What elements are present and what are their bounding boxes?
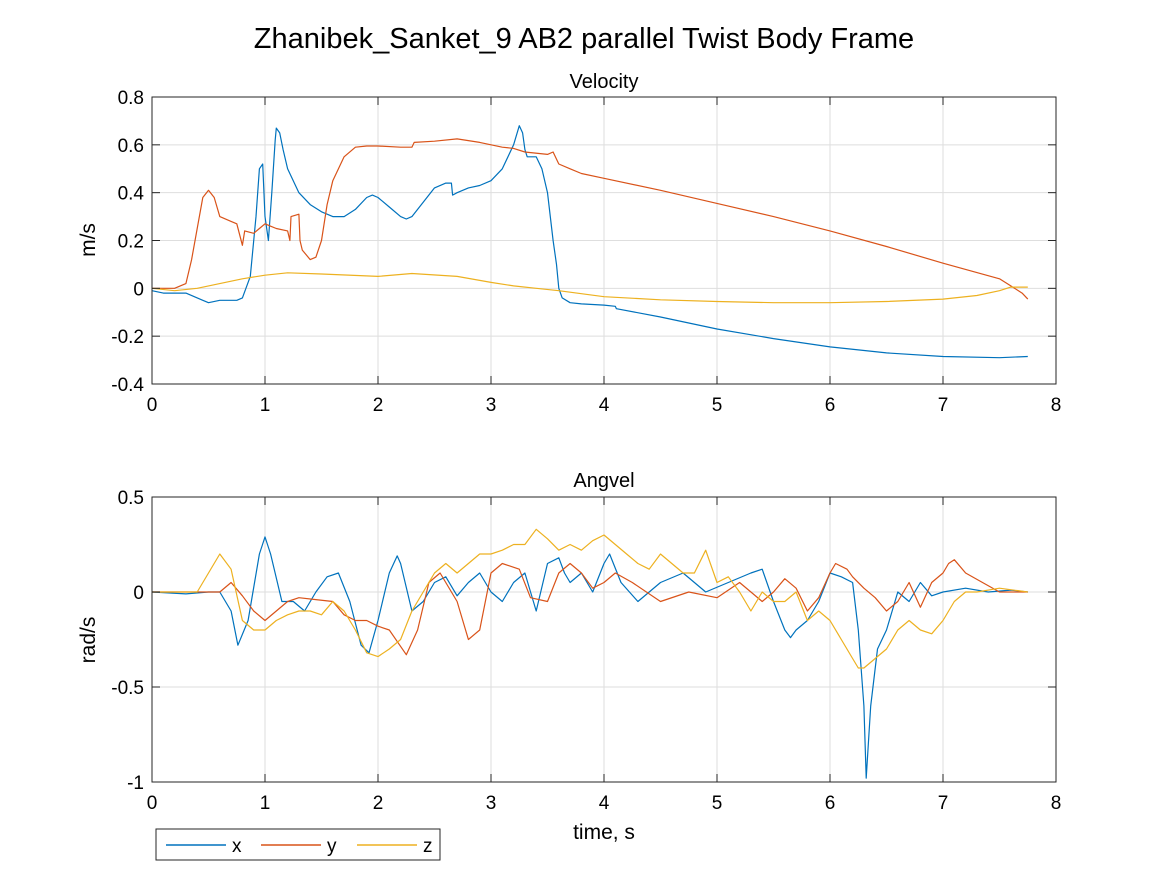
angvel-xtick-label: 8 — [1051, 793, 1062, 814]
velocity-xtick-label: 7 — [938, 395, 949, 416]
angvel-xtick-label: 6 — [825, 793, 836, 814]
velocity-ytick-label: 0.6 — [118, 136, 144, 157]
velocity-title: Velocity — [570, 71, 639, 93]
angvel-xtick-label: 3 — [486, 793, 497, 814]
angvel-xtick-label: 2 — [373, 793, 384, 814]
velocity-xtick-label: 2 — [373, 395, 384, 416]
angvel-series-x — [151, 536, 1028, 779]
figure-title: Zhanibek_Sanket_9 AB2 parallel Twist Bod… — [254, 23, 914, 55]
legend-label-z: z — [423, 836, 433, 857]
angvel-xlabel: time, s — [573, 821, 635, 844]
velocity-series-x — [151, 125, 1028, 359]
velocity-xtick-label: 4 — [599, 395, 610, 416]
angvel-ytick-label: -0.5 — [111, 678, 144, 699]
velocity-ytick-label: 0.8 — [118, 88, 144, 109]
velocity-xtick-label: 0 — [147, 395, 158, 416]
angvel-ytick-label: -1 — [127, 773, 144, 794]
angvel-series — [151, 528, 1028, 779]
velocity-ytick-label: 0.4 — [118, 184, 145, 205]
velocity-ticks: 0 1 2 3 4 5 6 7 8 -0.4 -0.2 0 0.2 0.4 0.6 0.8 — [111, 88, 1061, 416]
velocity-series-y — [152, 138, 1029, 300]
velocity-axes: 0 1 2 3 4 5 6 7 8-0.4-0.200.20.40.60.8 Velocity … — [77, 71, 1061, 416]
angvel-xtick-label: 1 — [260, 793, 271, 814]
angvel-xtick-label: 4 — [599, 793, 610, 814]
velocity-xtick-label: 5 — [712, 395, 723, 416]
angvel-ytick-label: 0 — [133, 583, 144, 604]
velocity-ytick-label: 0 — [133, 279, 144, 300]
velocity-ytick-label: -0.4 — [111, 375, 144, 396]
velocity-ylabel: m/s — [77, 223, 100, 257]
angvel-series-z — [152, 528, 1028, 669]
velocity-ytick-label: -0.2 — [111, 327, 144, 348]
velocity-series — [151, 125, 1029, 359]
legend-label-y: y — [327, 836, 337, 857]
velocity-series-z — [151, 272, 1028, 304]
velocity-xtick-label: 6 — [825, 395, 836, 416]
velocity-xtick-label: 8 — [1051, 395, 1062, 416]
angvel-series-y — [152, 559, 1028, 656]
angvel-xtick-label: 5 — [712, 793, 723, 814]
velocity-ytick-label: 0.2 — [118, 232, 144, 253]
velocity-xtick-label: 1 — [260, 395, 271, 416]
velocity-xtick-label: 3 — [486, 395, 497, 416]
angvel-ytick-label: 0.5 — [118, 488, 144, 509]
angvel-ticks: 0 1 2 3 4 5 6 7 8 -1 -0.5 0 0.5 — [111, 488, 1061, 814]
angvel-xtick-label: 7 — [938, 793, 949, 814]
angvel-title: Angvel — [573, 470, 634, 492]
angvel-axes: 0 1 2 3 4 5 6 7 8 -1 -0.5 0 0.5 Angvel rad/s time, s — [77, 470, 1061, 844]
angvel-ylabel: rad/s — [77, 617, 100, 664]
legend: x y z — [155, 828, 441, 861]
legend-label-x: x — [232, 836, 242, 857]
velocity-grid — [152, 97, 1056, 384]
angvel-grid — [152, 497, 1056, 782]
angvel-xtick-label: 0 — [147, 793, 158, 814]
